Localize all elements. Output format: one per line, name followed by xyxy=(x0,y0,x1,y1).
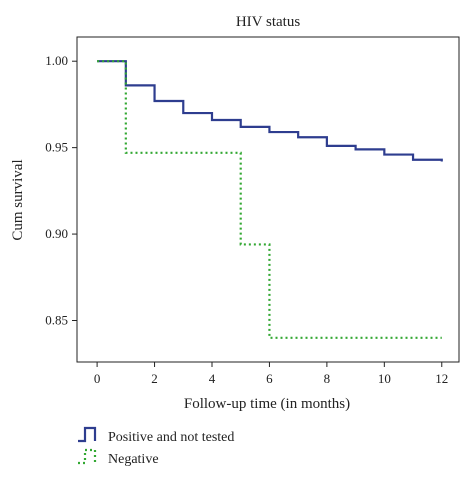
x-axis: 0 2 4 6 8 10 12 xyxy=(94,362,448,386)
x-tick-label: 6 xyxy=(266,371,273,386)
y-tick-label: 0.90 xyxy=(45,226,68,241)
legend-swatch-negative xyxy=(78,448,97,465)
x-tick-label: 10 xyxy=(378,371,391,386)
y-axis: 0.85 0.90 0.95 1.00 xyxy=(45,53,77,328)
legend-label-positive-and-not-tested: Positive and not tested xyxy=(108,430,234,445)
plot-frame xyxy=(76,36,460,363)
x-tick-label: 4 xyxy=(209,371,216,386)
y-tick-label: 1.00 xyxy=(45,53,68,68)
series-layer xyxy=(97,60,443,339)
y-tick-label: 0.95 xyxy=(45,140,68,155)
series-line-negative xyxy=(97,60,442,339)
legend-swatch-positive-and-not-tested xyxy=(78,426,97,443)
legend: Positive and not tested Negative xyxy=(78,426,234,467)
chart-title: HIV status xyxy=(236,14,300,30)
x-tick-label: 8 xyxy=(324,371,331,386)
x-tick-label: 12 xyxy=(435,371,448,386)
series-line-positive-and-not-tested xyxy=(97,60,443,162)
y-tick-label: 0.85 xyxy=(45,313,68,328)
y-axis-label: Cum survival xyxy=(10,159,26,240)
x-tick-label: 0 xyxy=(94,371,101,386)
x-axis-label: Follow-up time (in months) xyxy=(184,396,350,412)
x-tick-label: 2 xyxy=(151,371,158,386)
legend-label-negative: Negative xyxy=(108,452,159,467)
